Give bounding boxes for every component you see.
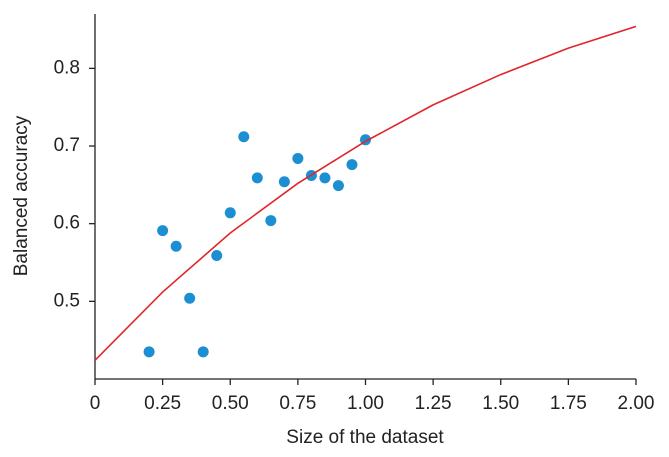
data-point	[278, 176, 290, 188]
x-axis-label: Size of the dataset	[286, 427, 444, 448]
y-tick-label: 0.7	[54, 135, 80, 156]
x-tick-label: 0.75	[279, 393, 316, 414]
data-point	[184, 292, 196, 304]
x-tick-label: 2.00	[618, 393, 655, 414]
data-point	[143, 346, 155, 358]
fit-line	[94, 25, 637, 361]
data-point	[319, 172, 331, 184]
y-tick-label: 0.8	[54, 57, 80, 78]
data-point	[332, 180, 344, 192]
y-tick-label: 0.6	[54, 213, 80, 234]
data-point	[157, 225, 169, 237]
x-tick-label: 1.00	[347, 393, 384, 414]
data-point	[251, 172, 263, 184]
x-tick-label: 1.25	[415, 393, 452, 414]
y-axis-label: Balanced accuracy	[11, 115, 32, 276]
data-point	[292, 152, 304, 164]
y-tick-label: 0.5	[54, 290, 80, 311]
data-point	[238, 131, 250, 143]
x-tick-label: 1.75	[550, 393, 587, 414]
data-point	[211, 250, 223, 262]
x-tick-label: 0.50	[212, 393, 249, 414]
data-point	[170, 240, 182, 252]
data-point	[224, 207, 236, 219]
data-point	[265, 215, 277, 227]
x-tick-label: 1.50	[482, 393, 519, 414]
x-tick-label: 0	[90, 393, 101, 414]
x-tick-label: 0.25	[144, 393, 181, 414]
data-point	[346, 159, 358, 171]
data-point	[197, 346, 209, 358]
